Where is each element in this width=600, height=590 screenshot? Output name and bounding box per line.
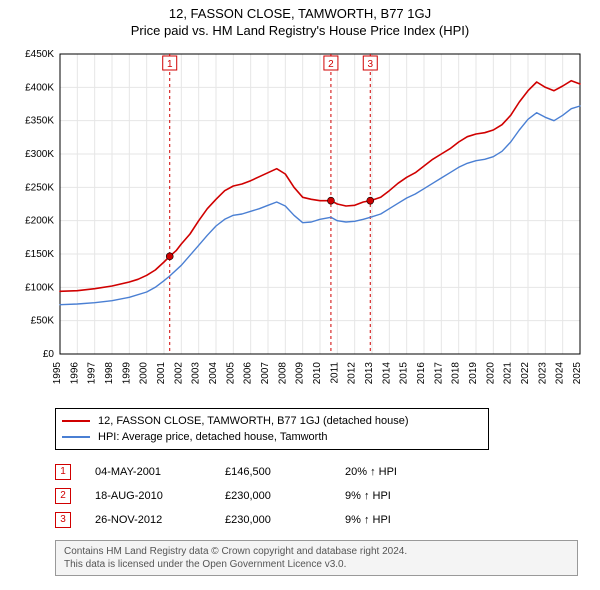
svg-text:2011: 2011 (329, 362, 340, 384)
svg-text:2015: 2015 (399, 362, 410, 385)
svg-text:£50K: £50K (31, 316, 55, 327)
sale-date: 26-NOV-2012 (95, 514, 225, 526)
svg-text:£350K: £350K (25, 116, 54, 127)
sale-price: £146,500 (225, 466, 345, 478)
title-address: 12, FASSON CLOSE, TAMWORTH, B77 1GJ (0, 0, 600, 21)
svg-text:2021: 2021 (503, 362, 514, 385)
svg-text:2013: 2013 (364, 362, 375, 385)
svg-text:2012: 2012 (347, 362, 358, 385)
sale-diff: 20% ↑ HPI (345, 466, 465, 478)
sale-marker: 2 (55, 488, 71, 504)
legend-row: HPI: Average price, detached house, Tamw… (62, 429, 482, 445)
svg-text:2007: 2007 (260, 362, 271, 385)
legend-swatch (62, 420, 90, 422)
svg-text:1996: 1996 (69, 362, 80, 385)
svg-text:2010: 2010 (312, 362, 323, 385)
svg-text:1: 1 (167, 59, 173, 70)
svg-text:2017: 2017 (433, 362, 444, 385)
sale-diff: 9% ↑ HPI (345, 514, 465, 526)
sale-diff: 9% ↑ HPI (345, 490, 465, 502)
svg-text:2020: 2020 (485, 362, 496, 385)
svg-text:2001: 2001 (156, 362, 167, 385)
svg-text:£450K: £450K (25, 49, 54, 60)
legend-label: HPI: Average price, detached house, Tamw… (98, 431, 328, 443)
sale-price: £230,000 (225, 490, 345, 502)
svg-text:£100K: £100K (25, 282, 54, 293)
sale-price: £230,000 (225, 514, 345, 526)
svg-text:3: 3 (367, 59, 373, 70)
svg-text:1998: 1998 (104, 362, 115, 385)
meta-container: 12, FASSON CLOSE, TAMWORTH, B77 1GJ (det… (10, 408, 590, 576)
svg-text:£400K: £400K (25, 82, 54, 93)
legend-row: 12, FASSON CLOSE, TAMWORTH, B77 1GJ (det… (62, 413, 482, 429)
svg-text:£150K: £150K (25, 249, 54, 260)
chart-svg: £0 £50K £100K £150K £200K £250K £300K £350K £400… (10, 48, 590, 408)
sales-table: 1 04-MAY-2001£146,50020% ↑ HPI 2 18-AUG-201… (55, 460, 590, 532)
svg-text:£250K: £250K (25, 182, 54, 193)
svg-text:2025: 2025 (572, 362, 583, 385)
legend-label: 12, FASSON CLOSE, TAMWORTH, B77 1GJ (det… (98, 415, 409, 427)
legend-box: 12, FASSON CLOSE, TAMWORTH, B77 1GJ (det… (55, 408, 489, 450)
sale-date: 18-AUG-2010 (95, 490, 225, 502)
sale-date: 04-MAY-2001 (95, 466, 225, 478)
svg-text:2002: 2002 (173, 362, 184, 385)
svg-text:2004: 2004 (208, 362, 219, 385)
svg-text:1995: 1995 (52, 362, 63, 385)
sale-marker: 3 (55, 512, 71, 528)
chart-container: £0 £50K £100K £150K £200K £250K £300K £350K £400… (10, 48, 590, 408)
svg-text:2022: 2022 (520, 362, 531, 385)
footer-line-2: This data is licensed under the Open Gov… (64, 558, 569, 571)
svg-text:2008: 2008 (277, 362, 288, 385)
svg-text:2006: 2006 (243, 362, 254, 385)
svg-text:2009: 2009 (295, 362, 306, 385)
svg-text:2003: 2003 (191, 362, 202, 385)
footer-line-1: Contains HM Land Registry data © Crown c… (64, 545, 569, 558)
title-subtitle: Price paid vs. HM Land Registry's House … (0, 21, 600, 38)
svg-text:2005: 2005 (225, 362, 236, 385)
sale-marker: 1 (55, 464, 71, 480)
svg-text:2014: 2014 (381, 362, 392, 385)
sale-row: 1 04-MAY-2001£146,50020% ↑ HPI (55, 460, 590, 484)
svg-text:£300K: £300K (25, 149, 54, 160)
footer-box: Contains HM Land Registry data © Crown c… (55, 540, 578, 576)
svg-text:2019: 2019 (468, 362, 479, 385)
sale-row: 2 18-AUG-2010£230,0009% ↑ HPI (55, 484, 590, 508)
sale-row: 3 26-NOV-2012£230,0009% ↑ HPI (55, 508, 590, 532)
svg-text:2000: 2000 (139, 362, 150, 385)
svg-text:2: 2 (328, 59, 334, 70)
svg-text:2023: 2023 (537, 362, 548, 385)
svg-text:1999: 1999 (121, 362, 132, 385)
svg-text:£0: £0 (43, 349, 55, 360)
svg-text:2024: 2024 (555, 362, 566, 385)
svg-text:£200K: £200K (25, 216, 54, 227)
svg-text:2016: 2016 (416, 362, 427, 385)
legend-swatch (62, 436, 90, 438)
page-root: 12, FASSON CLOSE, TAMWORTH, B77 1GJ Pric… (0, 0, 600, 590)
svg-text:2018: 2018 (451, 362, 462, 385)
svg-text:1997: 1997 (87, 362, 98, 385)
